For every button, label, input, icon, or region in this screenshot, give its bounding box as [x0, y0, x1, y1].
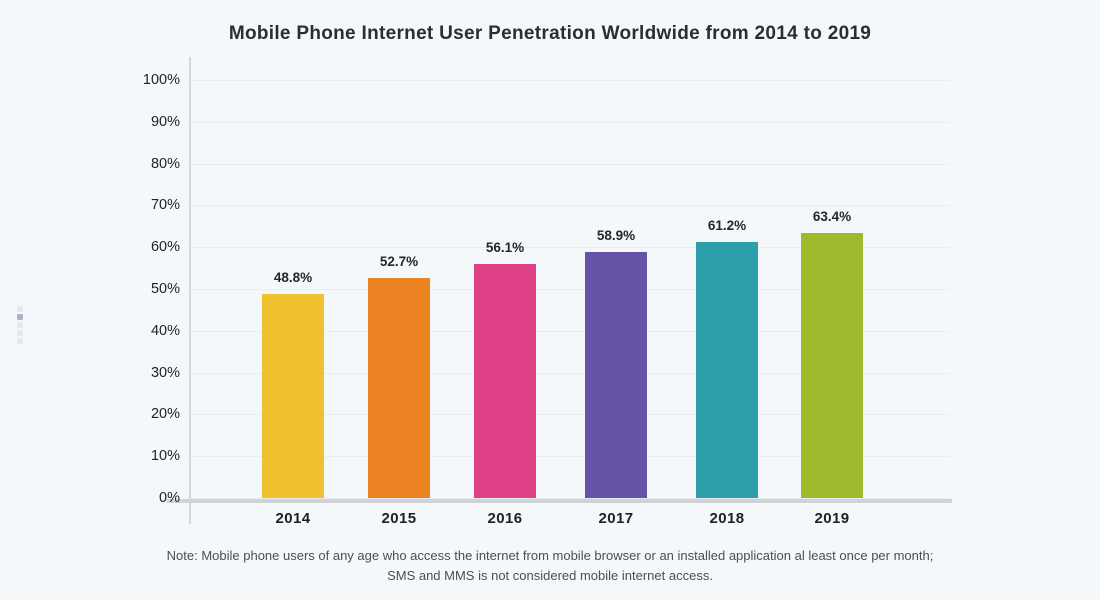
bar-2014	[262, 294, 324, 498]
bar-value-label: 58.9%	[596, 228, 636, 243]
x-axis-tick-label: 2017	[598, 510, 634, 527]
y-axis-tick-label: 30%	[150, 364, 180, 381]
bar-2015	[368, 278, 430, 498]
gridline	[190, 247, 950, 249]
bar-2019	[801, 233, 863, 498]
y-axis-tick-label: 90%	[150, 113, 180, 130]
y-axis-tick-label: 50%	[150, 281, 180, 297]
y-axis-line	[189, 57, 191, 524]
bar-2016	[474, 264, 536, 498]
drag-handle-dot	[17, 314, 23, 320]
gridline	[190, 121, 950, 123]
gridline	[190, 205, 950, 207]
footnote: Note: Mobile phone users of any age who …	[166, 548, 934, 584]
y-axis-tick-label: 100%	[142, 72, 180, 88]
drag-handle-icon[interactable]	[17, 306, 23, 344]
y-axis-tick-label: 20%	[150, 406, 180, 423]
chart-title: Mobile Phone Internet User Penetration W…	[228, 23, 872, 44]
gridline	[190, 289, 950, 290]
x-axis-tick-label: 2018	[709, 510, 745, 527]
drag-handle-dot	[17, 338, 23, 344]
x-axis-tick-label: 2016	[487, 510, 523, 527]
y-axis-tick-label: 70%	[150, 197, 180, 214]
y-axis-tick-label: 60%	[150, 239, 180, 256]
drag-handle-dot	[17, 330, 23, 336]
footnote-container: Note: Mobile phone users of any age who …	[0, 546, 1100, 586]
gridline	[190, 163, 950, 165]
x-axis-tick-label: 2019	[814, 510, 850, 527]
y-axis-tick-label: 80%	[150, 155, 180, 172]
gridline	[190, 330, 950, 332]
bar-value-label: 48.8%	[273, 270, 313, 285]
gridline	[190, 456, 950, 458]
drag-handle-dot	[17, 306, 23, 312]
y-axis-tick-label: 40%	[150, 322, 180, 339]
x-axis-tick-label: 2015	[381, 510, 417, 527]
x-axis-tick-label: 2014	[275, 510, 311, 527]
bar-value-label: 52.7%	[379, 254, 419, 269]
gridline	[190, 414, 950, 416]
bar-value-label: 63.4%	[812, 209, 852, 224]
bar-2018	[696, 242, 758, 498]
bar-2017	[585, 252, 647, 498]
gridline	[190, 80, 950, 81]
drag-handle-dot	[17, 322, 23, 328]
y-axis-tick-label: 10%	[150, 448, 180, 465]
bar-value-label: 61.2%	[707, 218, 747, 233]
gridline	[190, 498, 950, 499]
bar-value-label: 56.1%	[485, 240, 525, 255]
gridline	[190, 372, 950, 374]
y-axis-tick-label: 0%	[159, 490, 180, 506]
x-axis-line	[167, 499, 952, 503]
